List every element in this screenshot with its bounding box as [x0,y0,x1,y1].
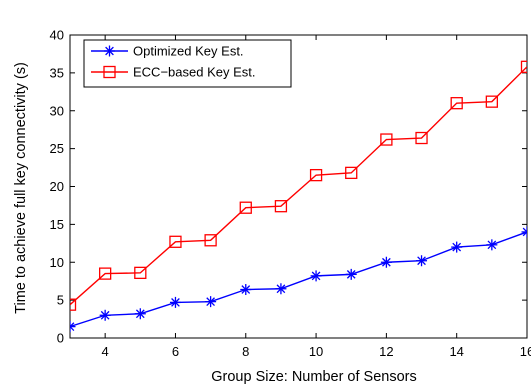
marker-stroke [241,285,251,294]
x-tick-label: 16 [520,344,531,359]
y-tick-label: 5 [57,293,64,308]
series-1 [70,226,527,333]
x-tick-label: 8 [242,344,249,359]
data-point [416,255,428,267]
data-point [521,226,527,238]
y-tick-label: 10 [50,255,64,270]
data-point [274,200,288,213]
marker-stroke [522,227,527,233]
y-tick-label: 15 [50,217,64,232]
data-point [169,296,181,308]
legend-label: Optimized Key Est. [133,44,244,59]
x-tick-label: 4 [102,344,109,359]
marker-stroke [276,284,286,294]
data-point [451,241,463,253]
marker-stroke [382,257,391,267]
series-2 [70,60,527,311]
data-point [345,268,357,280]
x-tick-label: 6 [172,344,179,359]
data-point [275,283,287,295]
marker-stroke [100,310,110,320]
y-tick-label: 25 [50,141,64,156]
data-point [380,256,392,268]
data-point [309,168,323,182]
x-tick-label: 14 [449,344,463,359]
legend-box [83,39,292,88]
legend-entry: ECC−based Key Est. [91,65,255,80]
data-point [134,308,146,320]
data-point [380,133,393,146]
data-point [169,235,182,248]
x-axis-label: Group Size: Number of Sensors [211,369,417,384]
marker-stroke [70,325,75,331]
marker-stroke [346,270,356,279]
marker-stroke [70,322,75,328]
marker-stroke [487,240,497,250]
marker-stroke [135,309,145,319]
marker-stroke [105,46,114,56]
data-point [310,270,322,282]
data-point [520,60,527,73]
data-point [450,97,463,110]
data-point [345,166,358,180]
data-point [104,45,115,57]
data-point [485,95,498,108]
data-point [103,65,116,79]
y-tick-label: 20 [50,179,64,194]
x-tick-label: 12 [379,344,393,359]
marker-stroke [452,242,462,252]
y-axis-label: Time to achieve full key connectivity (s… [13,62,29,314]
legend: Optimized Key Est. ECC−based Key Est. [83,39,292,88]
data-point [239,201,252,214]
data-point [486,239,498,251]
data-point [99,309,111,321]
legend-entry: Optimized Key Est. [91,44,244,59]
y-tick-label: 40 [50,28,64,43]
marker-stroke [171,298,180,307]
data-point [415,131,428,145]
series-line [70,66,527,306]
y-tick-label: 35 [50,65,64,80]
legend-label: ECC−based Key Est. [133,65,255,80]
data-point [134,266,147,280]
data-point [205,296,217,308]
x-tick-label: 10 [309,344,323,359]
y-tick-label: 30 [50,103,64,118]
axis-ticks: 0 5 10 15 20 25 30 35 40 4 6 8 10 12 14 16 [50,28,531,360]
marker-stroke [206,297,215,306]
marker-stroke [522,231,527,237]
series-layer [70,60,527,333]
data-point [70,321,76,333]
series-line [70,231,527,328]
marker-stroke [311,271,321,281]
data-point [204,234,217,247]
data-point [70,298,77,311]
data-point [99,267,112,280]
data-point [240,284,252,296]
marker-stroke [417,256,426,266]
y-tick-label: 0 [57,331,64,346]
